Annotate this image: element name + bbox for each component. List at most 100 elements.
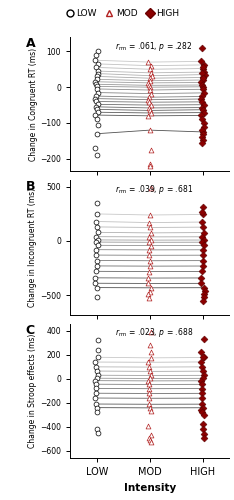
Point [200,134,204,141]
Point [202,411,206,419]
Point [146,280,150,287]
Point [148,233,151,241]
Point [202,242,205,250]
Text: $r_{\rm rm}$ = .061, $p$ = .282: $r_{\rm rm}$ = .061, $p$ = .282 [115,40,192,52]
Point [95,64,98,72]
Point [201,106,205,114]
Point [202,354,206,362]
Point [202,228,205,236]
Point [94,92,98,100]
Point [200,377,203,385]
Point [96,228,99,236]
Point [146,377,150,385]
Point [94,98,98,106]
Point [200,208,204,216]
Point [148,262,152,270]
Point [97,70,100,78]
Point [149,431,153,439]
Point [95,106,99,114]
Point [202,236,206,244]
Point [95,400,98,408]
Point [93,111,97,119]
Y-axis label: Change in Stroop effects (ms): Change in Stroop effects (ms) [28,334,37,448]
Point [149,146,153,154]
Point [146,96,150,104]
Point [202,122,206,130]
Point [95,404,99,411]
Point [202,100,206,108]
Point [95,130,99,138]
Point [94,51,98,59]
Point [200,138,204,146]
Point [200,81,204,89]
Point [201,367,205,375]
Point [202,434,206,442]
Point [202,68,205,76]
Point [149,284,152,292]
Point [202,86,205,94]
Point [96,108,100,116]
Point [202,372,206,380]
Point [149,438,153,446]
Point [96,284,99,292]
Point [201,374,205,382]
Point [201,74,205,82]
Point [201,204,205,212]
Point [199,406,203,414]
Point [203,108,206,116]
Point [199,274,203,282]
Point [146,290,150,298]
Point [148,246,151,254]
Point [201,64,205,72]
Point [95,116,99,124]
Text: C: C [26,324,35,336]
Point [201,268,204,276]
Point [148,224,151,232]
Point [147,82,151,90]
Point [148,126,152,134]
Point [202,89,206,97]
Point [201,210,205,218]
Point [94,218,98,226]
Point [96,371,99,379]
Point [149,229,152,237]
Point [201,69,204,77]
Point [96,100,100,108]
Point [96,346,100,354]
Text: A: A [26,37,35,50]
Legend: LOW, MOD, HIGH: LOW, MOD, HIGH [63,6,183,22]
Point [199,112,203,120]
Point [149,62,153,70]
Point [203,70,206,78]
Point [200,104,204,112]
Point [201,64,205,72]
Point [200,348,203,356]
Point [93,358,97,366]
Point [200,98,204,106]
Point [93,56,97,64]
Point [201,130,205,138]
Point [202,284,205,292]
Point [149,354,153,362]
Point [147,93,151,101]
Y-axis label: Change in Congruent RT (ms): Change in Congruent RT (ms) [29,48,37,160]
Point [201,400,204,408]
Point [96,67,99,75]
Point [201,233,204,241]
Point [200,380,204,388]
Point [148,76,152,84]
Point [147,384,151,392]
Point [95,374,99,382]
Point [94,394,97,402]
Point [94,389,98,397]
Point [96,242,99,250]
Point [148,368,151,376]
Point [202,336,205,344]
Point [200,390,204,398]
Point [201,74,205,82]
Point [96,429,100,437]
Point [95,408,99,416]
Point [95,294,99,302]
Point [201,246,204,254]
Y-axis label: Change in Incongruent RT (ms): Change in Incongruent RT (ms) [28,188,37,307]
